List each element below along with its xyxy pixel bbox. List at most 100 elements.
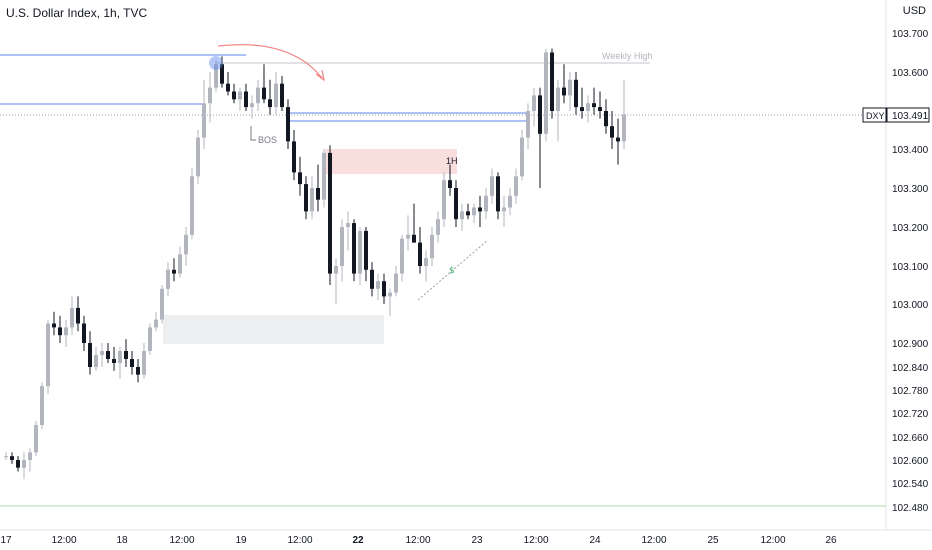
- candle-body: [64, 327, 68, 336]
- candle-body: [184, 234, 188, 255]
- candle-body: [202, 103, 206, 138]
- time-tick-label: 12:00: [641, 535, 666, 546]
- candle-body: [460, 211, 464, 220]
- price-badge-value: 103.491: [892, 111, 929, 122]
- candle-body: [82, 323, 86, 343]
- candle-body: [580, 107, 584, 111]
- candle-body: [562, 87, 566, 96]
- candle-body: [352, 223, 356, 274]
- candle-body: [616, 137, 620, 142]
- candle-body: [508, 195, 512, 208]
- candle-body: [112, 359, 116, 363]
- candle-body: [550, 52, 554, 111]
- time-tick-label: 12:00: [287, 535, 312, 546]
- time-tick-label: 19: [235, 535, 247, 546]
- candle-body: [136, 367, 140, 375]
- candle-body: [292, 141, 296, 173]
- candle-body: [262, 87, 266, 100]
- candle-body: [418, 242, 422, 266]
- trend-marker-icon: $: [449, 266, 455, 276]
- candle-body: [256, 87, 260, 104]
- time-tick-label: 12:00: [760, 535, 785, 546]
- symbol-badge: [862, 107, 887, 123]
- candle-body: [244, 91, 248, 108]
- candle-body: [172, 269, 176, 274]
- candle-body: [208, 87, 212, 104]
- time-tick-label: 18: [116, 535, 128, 546]
- candle-body: [346, 223, 350, 227]
- time-tick-label: 17: [0, 535, 12, 546]
- candle-body: [412, 234, 416, 243]
- time-tick-label: 12:00: [523, 535, 548, 546]
- price-tick-label: 102.900: [892, 339, 929, 350]
- candle-body: [274, 83, 278, 108]
- candle-body: [46, 323, 50, 387]
- time-tick-label: 23: [471, 535, 483, 546]
- candle-body: [598, 107, 602, 111]
- candle-body: [622, 114, 626, 142]
- candle-body: [250, 103, 254, 108]
- candle-body: [70, 307, 74, 328]
- candle-body: [220, 64, 224, 84]
- candle-body: [442, 180, 446, 220]
- time-tick-label: 22: [352, 535, 364, 546]
- candle-body: [154, 319, 158, 328]
- candle-body: [454, 188, 458, 220]
- candle-body: [430, 234, 434, 259]
- candle-body: [160, 288, 164, 320]
- candle-body: [190, 176, 194, 235]
- candle-body: [388, 292, 392, 297]
- candle-body: [280, 83, 284, 108]
- candle-body: [376, 281, 380, 289]
- price-tick-label: 103.600: [892, 68, 929, 79]
- candle-body: [394, 273, 398, 293]
- candle-body: [10, 456, 14, 460]
- price-tick-label: 103.200: [892, 223, 929, 234]
- candle-body: [610, 126, 614, 138]
- candle-body: [424, 258, 428, 266]
- candle-body: [118, 351, 122, 363]
- trend-line: [417, 239, 489, 301]
- candle-body: [4, 456, 8, 458]
- bos-label: BOS: [258, 135, 277, 145]
- price-tick-label: 102.780: [892, 386, 929, 397]
- price-tick-label: 103.700: [892, 29, 929, 40]
- candle-body: [40, 386, 44, 425]
- candle-body: [484, 195, 488, 212]
- candle-body: [76, 307, 80, 324]
- candle-body: [586, 103, 590, 111]
- arrow-head-icon: [315, 69, 325, 82]
- time-axis[interactable]: 17 12:00 18 12:00 19 12:00 22 12:00 23 12:00 24 12:…: [0, 535, 837, 546]
- candle-body: [148, 327, 152, 351]
- price-tick-label: 102.720: [892, 409, 929, 420]
- price-tick-label: 102.540: [892, 479, 929, 490]
- price-tick-label: 103.000: [892, 300, 929, 311]
- candle-body: [436, 219, 440, 235]
- candle-body: [232, 91, 236, 100]
- tf-1h-label: 1H: [446, 156, 458, 166]
- candle-body: [592, 103, 596, 108]
- candle-body: [58, 327, 62, 336]
- demand-zone: [163, 315, 384, 344]
- candle-body: [514, 176, 518, 196]
- time-tick-label: 24: [589, 535, 601, 546]
- currency-label: USD: [902, 5, 926, 17]
- candle-body: [490, 176, 494, 196]
- candle-body: [196, 137, 200, 177]
- price-tick-label: 103.400: [892, 145, 929, 156]
- price-badge: [886, 107, 930, 123]
- curved-arrow: [217, 44, 323, 79]
- candle-body: [382, 281, 386, 297]
- candle-body: [466, 211, 470, 216]
- supply-zone-1h: [325, 149, 457, 174]
- price-tick-label: 103.300: [892, 184, 929, 195]
- candle-body: [604, 111, 608, 127]
- price-axis[interactable]: 103.700103.600103.500103.400103.300103.2…: [892, 29, 929, 514]
- candle-body: [88, 343, 92, 367]
- candle-body: [496, 176, 500, 212]
- candle-body: [448, 180, 452, 188]
- candle-body: [334, 266, 338, 274]
- candle-body: [328, 152, 332, 274]
- candle-body: [16, 460, 20, 468]
